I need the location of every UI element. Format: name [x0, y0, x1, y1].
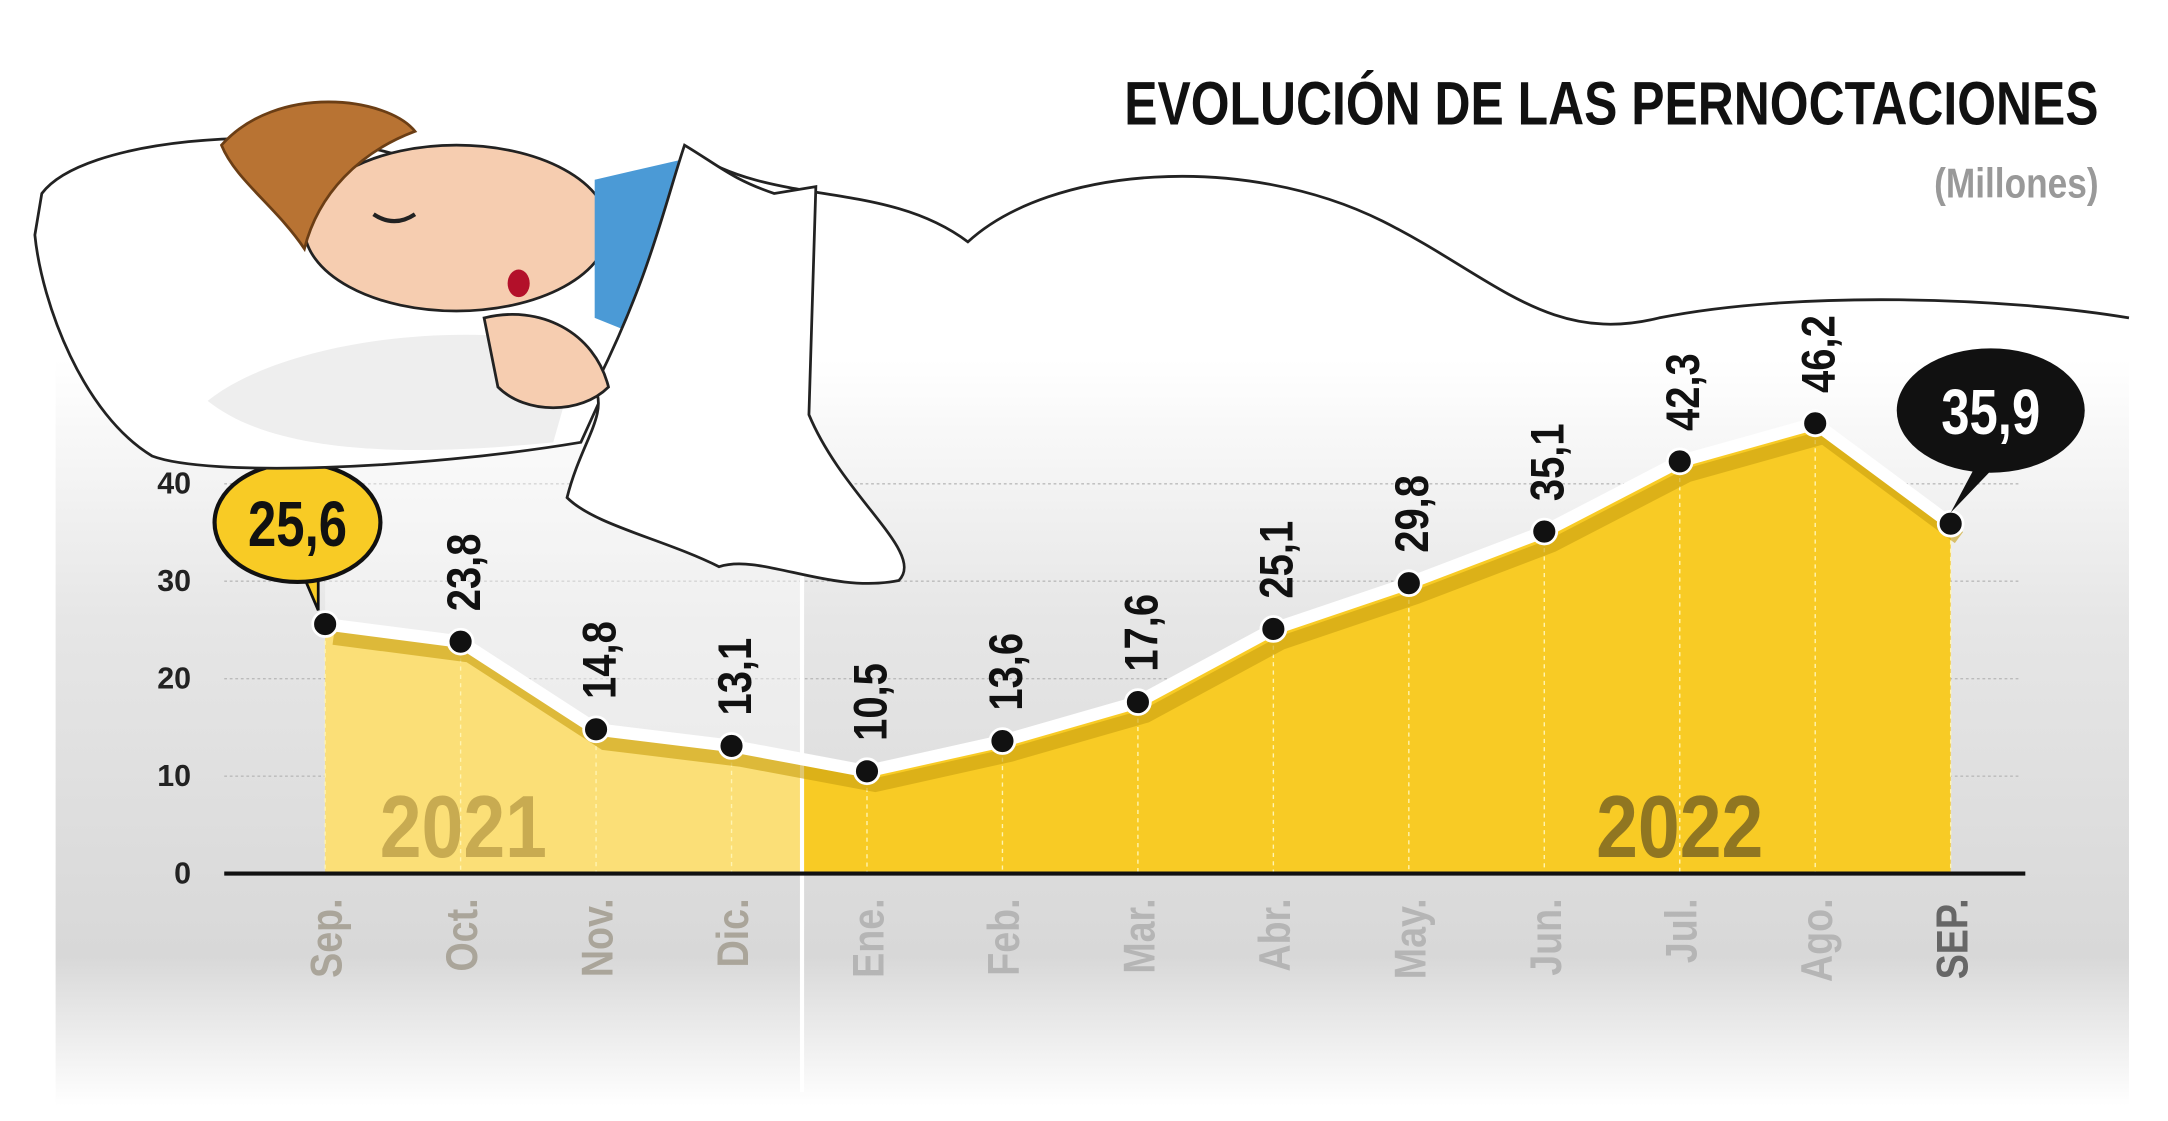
point: [1665, 447, 1694, 476]
chart-subtitle: (Millones): [1934, 161, 2098, 207]
value-label: 29,8: [1387, 475, 1439, 553]
value-label: 14,8: [574, 621, 626, 699]
value-label: 35,9: [1941, 378, 2040, 449]
value-label: 13,6: [981, 633, 1033, 711]
value-label: 42,3: [1658, 353, 1710, 431]
x-tick-label: Feb.: [979, 898, 1029, 975]
value-label: 17,6: [1116, 594, 1168, 672]
point: [311, 610, 339, 638]
x-tick-label: Abr.: [1250, 898, 1300, 971]
x-tick-label: Nov.: [573, 898, 623, 977]
x-tick-label: Jun.: [1521, 898, 1571, 975]
x-tick-label: Dic.: [708, 898, 758, 967]
x-tick-label: SEP.: [1927, 898, 1977, 979]
x-tick-label: Sep.: [302, 898, 352, 977]
y-tick-label: 10: [157, 759, 191, 793]
y-tick-label: 30: [157, 564, 191, 598]
value-label: 25,6: [248, 490, 347, 561]
point: [1395, 569, 1423, 598]
point: [1936, 509, 1965, 538]
x-tick-label: Ene.: [844, 898, 894, 977]
x-tick-label: Ago.: [1792, 898, 1842, 982]
point: [1801, 409, 1830, 438]
value-label: 13,1: [710, 638, 762, 716]
illustration: [33, 100, 2130, 585]
line-shadow: [332, 429, 1964, 793]
value-label: 25,1: [1252, 521, 1304, 599]
point: [446, 627, 475, 656]
value-label: 46,2: [1794, 315, 1846, 393]
point: [1259, 615, 1288, 643]
x-tick-label: Oct.: [437, 898, 487, 971]
x-tick-label: May.: [1386, 898, 1436, 979]
point: [582, 715, 610, 744]
value-label: 35,1: [1523, 423, 1575, 501]
x-tick-label: Mar.: [1115, 898, 1165, 973]
point: [853, 757, 881, 786]
point: [1124, 688, 1152, 716]
value-label: 10,5: [845, 663, 897, 741]
value-label: 23,8: [439, 533, 491, 611]
chart-title: EVOLUCIÓN DE LAS PERNOCTACIONES: [1124, 70, 2098, 138]
year-label: 2022: [1596, 778, 1763, 876]
y-tick-label: 20: [157, 661, 191, 695]
y-tick-label: 0: [174, 856, 191, 890]
year-label: 2021: [380, 778, 547, 876]
y-tick-label: 40: [157, 466, 191, 500]
point: [988, 727, 1017, 755]
point: [1530, 517, 1559, 546]
label-bubble: [1896, 348, 2085, 473]
point: [717, 732, 746, 760]
x-tick-label: Jul.: [1656, 898, 1706, 963]
